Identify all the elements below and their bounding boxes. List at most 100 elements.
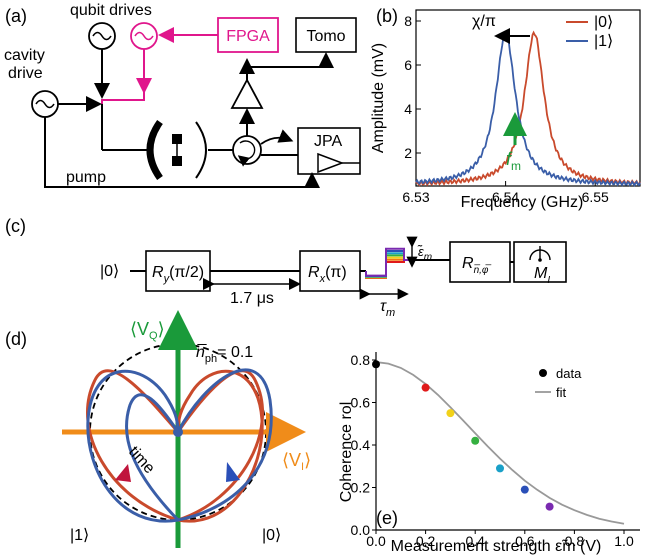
jpa-label: JPA [314, 133, 342, 150]
drive-label: drive [8, 65, 43, 82]
coherence-xlabel: Measurement strength ε̃m (V) [391, 538, 602, 555]
x-tick-label: 0.8 [565, 533, 585, 549]
sine-icon [134, 31, 154, 41]
origin-dot [173, 427, 183, 437]
tomo-label: Tomo [306, 28, 345, 45]
panel-label-d: (d) [5, 329, 27, 349]
qubit-bottom [172, 156, 182, 166]
circulator [232, 135, 262, 165]
cavity-mirror-right [195, 121, 207, 179]
tomo-box [295, 17, 357, 53]
panel-label-c: (c) [5, 216, 26, 236]
spectrum-frame [415, 9, 641, 187]
time-arrowhead-blue [226, 462, 240, 482]
x-tick-label: 0.0 [366, 533, 386, 549]
x-tick-label: 6.55 [582, 189, 609, 205]
panel-label-a: (a) [5, 6, 27, 26]
trajectory-state1-b [125, 393, 180, 522]
x-tick-label: 0.4 [465, 533, 485, 549]
circulator-arrow [237, 140, 256, 167]
legend-data-label: data [556, 366, 582, 381]
y-tick-label: 0.8 [351, 352, 371, 368]
spectrum-curve-0 [415, 30, 641, 187]
coherence-ylabel: Coherence rol [338, 402, 355, 503]
y-tick-label: 6 [404, 57, 412, 73]
rn-label: Rn̅,φ̅ [462, 255, 491, 276]
chi-label: χ/π [472, 13, 496, 30]
legend-data-marker [539, 369, 547, 377]
y-tick-label: 0.6 [351, 395, 371, 411]
rx-box [299, 250, 361, 292]
y-tick-label: 0.0 [351, 522, 371, 538]
x-tick-label: 0.6 [515, 533, 535, 549]
data-point [471, 436, 480, 445]
panel-e: 0.0 0.2 0.4 0.6 0.8 1.0 0.0 0.2 0.4 0.6 0.8 (e) Me… [338, 352, 640, 555]
fm-label: fm [506, 149, 521, 173]
cavity-label: cavity [4, 47, 45, 64]
jpa-triangle [317, 152, 345, 174]
pink-feed [101, 92, 145, 140]
data-point [421, 383, 430, 392]
panel-c: (c) |0⟩ Ry(π/2) 1.7 μs Rx(π) ε̃m τm Rn̅,… [5, 216, 567, 319]
vq-label: ⟨VQ⟩ [130, 319, 165, 342]
pulse-6 [365, 247, 409, 277]
init-state: |0⟩ [100, 263, 119, 280]
panel-a: (a) qubit drives cavity drive FPGA Tomo [4, 2, 361, 188]
state0-label: |0⟩ [262, 527, 281, 544]
spectrum-ylabel: Amplitude (mV) [370, 43, 387, 153]
legend-fit-label: fit [556, 385, 567, 400]
time-arrowhead-red [115, 464, 131, 482]
x-tick-label: 1.0 [614, 533, 634, 549]
trajectory-state1 [86, 368, 273, 523]
cavity-mirror-left [146, 119, 163, 181]
amp-to-tomo [246, 52, 334, 68]
fpga-label: FPGA [226, 28, 270, 45]
y-tick-label: 0.2 [351, 480, 371, 496]
eps-label: ε̃m [417, 244, 432, 263]
vi-label: ⟨VI⟩ [282, 450, 311, 473]
panel-label-e: (e) [376, 508, 398, 528]
fit-line [375, 361, 625, 525]
y-tick-label: 8 [404, 13, 412, 29]
coherence-chart: 0.0 0.2 0.4 0.6 0.8 1.0 0.0 0.2 0.4 0.6 0.8 [351, 352, 640, 549]
qubit-drives-label: qubit drives [70, 2, 152, 19]
pulse-3 [365, 254, 409, 278]
y-tick-label: 0.4 [351, 437, 371, 453]
ry-box [145, 250, 211, 292]
tau-label: τm [380, 298, 395, 319]
trajectory-state0 [86, 369, 264, 523]
x-tick-label: 6.53 [402, 189, 429, 205]
spectrum-curve-1 [415, 31, 641, 188]
pump-line [44, 117, 320, 188]
panel-d: (d) time ⟨VQ⟩ ⟨VI⟩ n̅ph= 0.1 |1⟩ |0⟩ [5, 310, 311, 548]
sine-icon [92, 31, 112, 41]
pump-label: pump [66, 169, 106, 186]
meter-pivot [538, 258, 542, 262]
y-tick-label: 2 [404, 145, 412, 161]
nph-label: n̅ph= 0.1 [196, 343, 253, 365]
data-point [520, 485, 529, 494]
data-point [496, 464, 504, 473]
qubit-top [172, 134, 182, 144]
meas-label: MI [534, 265, 550, 286]
state1-label: |1⟩ [70, 527, 89, 544]
legend-label-0: |0⟩ [594, 14, 613, 31]
x-tick-label: 0.2 [416, 533, 436, 549]
data-point [545, 502, 554, 511]
x-tick-label: 6.54 [492, 189, 519, 205]
trajectory-state0-b [176, 369, 265, 522]
measurement-pulses [365, 247, 409, 279]
ry-label: Ry(π/2) [152, 264, 204, 285]
data-point [446, 409, 455, 418]
data-point [372, 360, 380, 369]
y-tick-label: 4 [404, 101, 412, 117]
sine-icon [35, 99, 55, 109]
panel-label-b: (b) [376, 6, 398, 26]
circ-to-jpa [260, 129, 294, 145]
legend-label-1: |1⟩ [594, 33, 613, 50]
spectrum-xlabel: Frequency (GHz) [461, 194, 584, 211]
fpga-box [217, 17, 279, 53]
wait-label: 1.7 μs [230, 290, 274, 307]
rx-label: Rx(π) [308, 264, 347, 285]
